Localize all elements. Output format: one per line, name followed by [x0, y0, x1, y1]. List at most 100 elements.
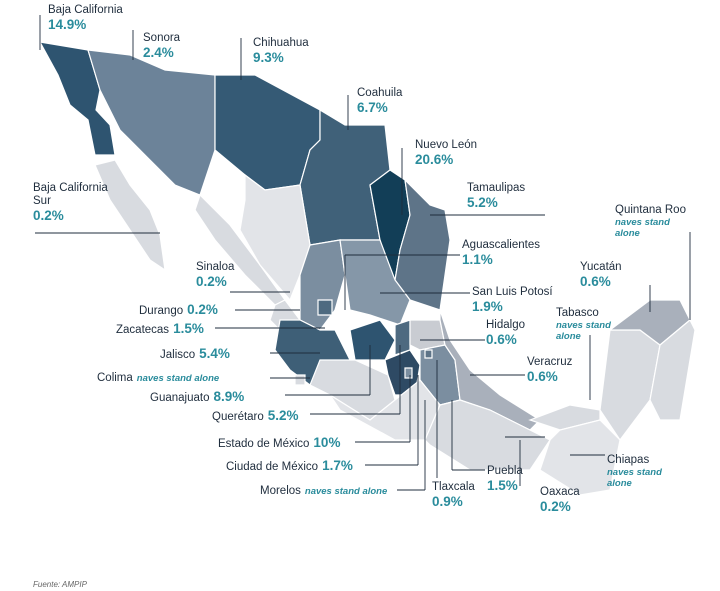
region-note: naves stand alone [607, 467, 662, 489]
region-name: Tamaulipas [467, 182, 526, 194]
region-label: Coahuila 6.7% [357, 87, 402, 115]
region-note: naves stand alone [556, 320, 611, 342]
region-value: 10% [313, 435, 341, 450]
region-value: 5.4% [199, 346, 230, 361]
state [528, 404, 601, 431]
region-value: 20.6% [415, 152, 454, 167]
region-label: Morelos naves stand alone [260, 485, 387, 498]
state [394, 178, 451, 311]
region-value: 5.2% [467, 195, 498, 210]
region-value: 14.9% [48, 17, 87, 32]
region-note: naves stand alone [615, 217, 670, 239]
state [239, 173, 311, 302]
region-label: Ciudad de México 1.7% [226, 458, 353, 474]
region-label: Veracruz 0.6% [527, 356, 572, 384]
region-value: 1.7% [322, 458, 353, 473]
region-name: Baja California Sur [33, 182, 108, 207]
region-value: 9.3% [253, 50, 284, 65]
region-value: 0.6% [486, 332, 517, 347]
region-name: Durango [139, 305, 184, 317]
region-value: 0.6% [527, 369, 558, 384]
region-label: Tabasco naves stand alone [556, 307, 621, 342]
region-label: Durango 0.2% [139, 302, 218, 318]
region-label: Puebla 1.5% [487, 465, 523, 493]
region-label: Colima naves stand alone [97, 372, 219, 385]
region-label: Zacatecas 1.5% [116, 321, 204, 337]
state [404, 367, 413, 379]
region-label: Tamaulipas 5.2% [467, 182, 525, 210]
region-label: Estado de México 10% [218, 435, 340, 451]
region-value: 1.1% [462, 252, 493, 267]
region-value: 1.5% [173, 321, 204, 336]
region-name: Ciudad de México [226, 461, 319, 473]
region-name: Sinaloa [196, 261, 235, 273]
region-value: 2.4% [143, 45, 174, 60]
region-label: Guanajuato 8.9% [150, 389, 244, 405]
region-label: Chiapas naves stand alone [607, 454, 667, 489]
region-label: Sonora 2.4% [143, 32, 180, 60]
region-value: 0.2% [540, 499, 571, 514]
region-label: Hidalgo 0.6% [486, 319, 525, 347]
region-note: naves stand alone [304, 486, 388, 497]
region-name: Tabasco [556, 307, 599, 319]
region-name: Morelos [260, 485, 301, 497]
region-value: 1.5% [487, 478, 518, 493]
region-name: Guanajuato [150, 392, 210, 404]
region-value: 0.9% [432, 494, 463, 509]
region-value: 6.7% [357, 100, 388, 115]
region-label: Tlaxcala 0.9% [432, 481, 475, 509]
region-note: naves stand alone [136, 373, 220, 384]
state [424, 399, 551, 471]
region-name: Sonora [143, 32, 181, 44]
region-name: Yucatán [580, 261, 622, 273]
region-value: 0.2% [33, 208, 64, 223]
state [94, 159, 166, 272]
region-name: Jalisco [160, 349, 196, 361]
region-name: Quintana Roo [615, 204, 686, 216]
region-value: 0.2% [187, 302, 218, 317]
region-label: San Luis Potosí 1.9% [472, 286, 553, 314]
region-label: Jalisco 5.4% [160, 346, 230, 362]
state [294, 374, 306, 386]
region-name: Veracruz [527, 356, 573, 368]
state [649, 319, 696, 421]
region-name: Estado de México [218, 438, 310, 450]
state [394, 319, 411, 356]
state [539, 419, 621, 496]
region-label: Baja California 14.9% [48, 4, 123, 32]
region-value: 8.9% [213, 389, 245, 404]
states [38, 41, 696, 496]
region-name: Chiapas [607, 454, 650, 466]
region-name: Querétaro [212, 411, 264, 423]
source: Fuente: AMPIP [33, 580, 87, 589]
region-label: Aguascalientes 1.1% [462, 239, 540, 267]
state [349, 319, 396, 361]
region-name: Oaxaca [540, 486, 580, 498]
region-name: Colima [97, 372, 133, 384]
region-value: 0.2% [196, 274, 227, 289]
region-label: Quintana Roo naves stand alone [615, 204, 690, 239]
region-name: Tlaxcala [432, 481, 475, 493]
region-label: Yucatán 0.6% [580, 261, 622, 289]
state [599, 329, 661, 442]
state [317, 299, 333, 316]
region-label: Nuevo León 20.6% [415, 139, 477, 167]
region-name: Chihuahua [253, 37, 309, 49]
state [424, 349, 433, 359]
region-name: Aguascalientes [462, 239, 540, 251]
region-name: Zacatecas [116, 324, 170, 336]
region-value: 5.2% [267, 408, 299, 423]
region-label: Sinaloa 0.2% [196, 261, 234, 289]
region-name: Baja California [48, 4, 123, 16]
region-name: San Luis Potosí [472, 286, 553, 298]
region-label: Querétaro 5.2% [212, 408, 299, 424]
leader-lines [35, 15, 691, 491]
region-label: Chihuahua 9.3% [253, 37, 309, 65]
region-value: 0.6% [580, 274, 611, 289]
region-name: Coahuila [357, 87, 403, 99]
state [299, 239, 346, 331]
region-label: Baja California Sur 0.2% [33, 182, 113, 223]
region-value: 1.9% [472, 299, 503, 314]
